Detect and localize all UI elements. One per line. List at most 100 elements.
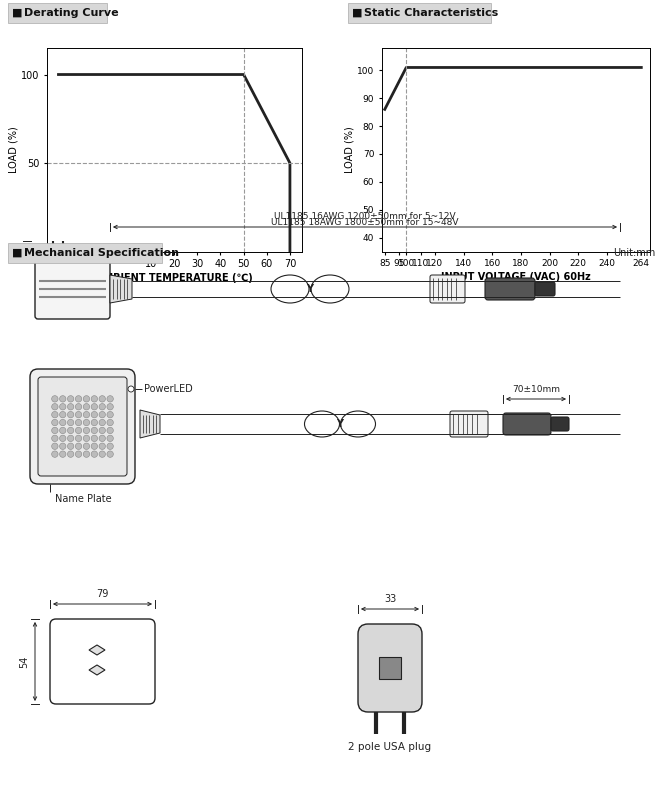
Text: 70±10mm: 70±10mm [512, 385, 560, 394]
Text: Static Characteristics: Static Characteristics [364, 8, 498, 18]
Circle shape [68, 419, 74, 426]
Circle shape [52, 403, 58, 410]
Y-axis label: LOAD (%): LOAD (%) [8, 126, 18, 173]
FancyBboxPatch shape [551, 417, 569, 431]
Circle shape [83, 411, 90, 418]
Circle shape [83, 403, 90, 410]
Circle shape [91, 411, 98, 418]
FancyBboxPatch shape [450, 411, 488, 437]
Circle shape [83, 435, 90, 442]
Circle shape [52, 411, 58, 418]
Text: 79: 79 [96, 589, 109, 599]
Circle shape [52, 451, 58, 457]
Circle shape [83, 419, 90, 426]
Circle shape [68, 427, 74, 434]
Text: ■: ■ [12, 248, 23, 258]
FancyBboxPatch shape [35, 259, 110, 319]
Text: 2 pole USA plug: 2 pole USA plug [348, 742, 431, 752]
Circle shape [52, 435, 58, 442]
Polygon shape [89, 645, 105, 655]
Ellipse shape [271, 275, 309, 303]
Circle shape [99, 435, 105, 442]
Circle shape [60, 396, 66, 402]
Text: Name Plate: Name Plate [55, 494, 112, 504]
Circle shape [83, 427, 90, 434]
Circle shape [75, 403, 82, 410]
Y-axis label: LOAD (%): LOAD (%) [344, 126, 354, 173]
Circle shape [68, 411, 74, 418]
Text: ■: ■ [352, 8, 362, 18]
Circle shape [75, 396, 82, 402]
Circle shape [99, 427, 105, 434]
Bar [379, 657, 401, 679]
Circle shape [60, 427, 66, 434]
Circle shape [99, 443, 105, 450]
Circle shape [60, 411, 66, 418]
FancyBboxPatch shape [503, 413, 551, 435]
Circle shape [91, 396, 98, 402]
Polygon shape [140, 410, 160, 438]
FancyBboxPatch shape [430, 275, 465, 303]
Circle shape [99, 411, 105, 418]
Circle shape [128, 386, 134, 392]
Circle shape [60, 435, 66, 442]
Circle shape [107, 451, 113, 457]
Text: Y: Y [336, 419, 344, 429]
Circle shape [99, 403, 105, 410]
FancyBboxPatch shape [535, 282, 555, 296]
Ellipse shape [311, 275, 349, 303]
Circle shape [107, 419, 113, 426]
FancyBboxPatch shape [485, 278, 535, 300]
Circle shape [99, 451, 105, 457]
Polygon shape [89, 665, 105, 675]
Circle shape [107, 435, 113, 442]
Circle shape [68, 403, 74, 410]
Circle shape [68, 435, 74, 442]
Text: Unit:mm: Unit:mm [613, 248, 655, 258]
Circle shape [83, 396, 90, 402]
Circle shape [91, 443, 98, 450]
Text: Derating Curve: Derating Curve [24, 8, 119, 18]
Bar [8, 3, 107, 23]
FancyBboxPatch shape [50, 619, 155, 704]
Text: ■: ■ [12, 8, 23, 18]
Circle shape [107, 443, 113, 450]
Circle shape [75, 451, 82, 457]
Text: UL1185 16AWG 1200±50mm for 5~12V: UL1185 16AWG 1200±50mm for 5~12V [274, 212, 456, 221]
Circle shape [91, 419, 98, 426]
Text: 17: 17 [12, 244, 21, 256]
Circle shape [83, 451, 90, 457]
Circle shape [83, 443, 90, 450]
Circle shape [91, 427, 98, 434]
FancyBboxPatch shape [358, 624, 422, 712]
X-axis label: AMBIENT TEMPERATURE (℃): AMBIENT TEMPERATURE (℃) [96, 273, 253, 284]
Circle shape [60, 443, 66, 450]
Circle shape [52, 419, 58, 426]
Circle shape [107, 403, 113, 410]
Circle shape [60, 248, 66, 253]
Circle shape [68, 443, 74, 450]
Text: Mechanical Specification: Mechanical Specification [24, 248, 179, 258]
Circle shape [52, 396, 58, 402]
Circle shape [60, 403, 66, 410]
Circle shape [75, 435, 82, 442]
Circle shape [75, 443, 82, 450]
Circle shape [91, 403, 98, 410]
Circle shape [99, 396, 105, 402]
Text: PowerLED: PowerLED [144, 384, 193, 394]
Circle shape [52, 443, 58, 450]
Circle shape [99, 419, 105, 426]
FancyBboxPatch shape [30, 369, 135, 484]
Circle shape [75, 419, 82, 426]
Bar [348, 3, 491, 23]
Circle shape [52, 427, 58, 434]
Circle shape [60, 419, 66, 426]
Ellipse shape [340, 411, 375, 437]
Polygon shape [110, 275, 132, 303]
Circle shape [91, 451, 98, 457]
Circle shape [107, 396, 113, 402]
X-axis label: INPUT VOLTAGE (VAC) 60Hz: INPUT VOLTAGE (VAC) 60Hz [441, 272, 591, 283]
Circle shape [91, 435, 98, 442]
Text: Y: Y [306, 284, 314, 294]
Text: 33: 33 [384, 594, 396, 604]
